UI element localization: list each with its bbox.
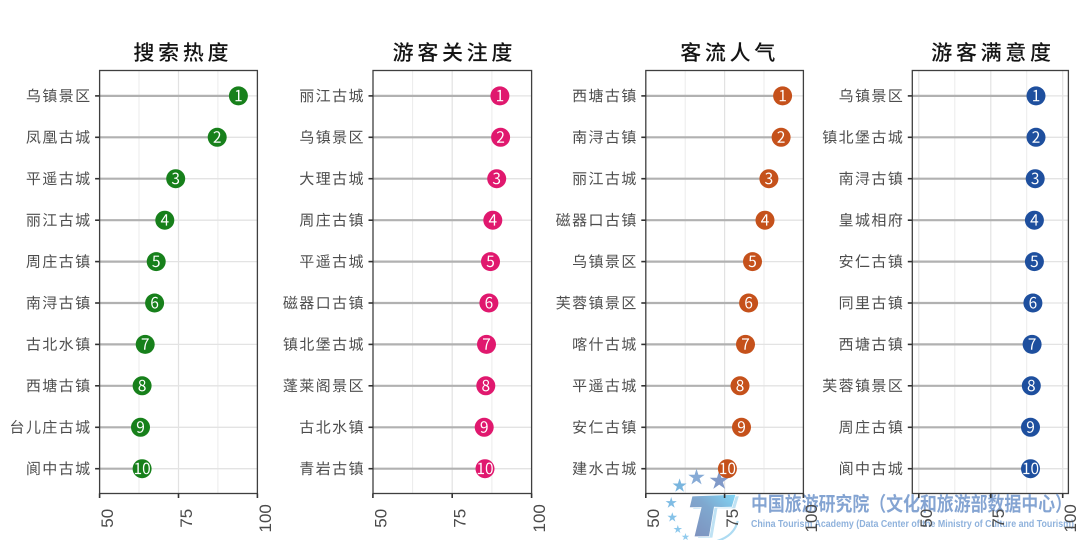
svg-text:100: 100 (802, 504, 821, 532)
svg-text:100: 100 (530, 504, 549, 532)
svg-text:50: 50 (917, 509, 936, 528)
svg-text:75: 75 (451, 509, 470, 528)
svg-text:75: 75 (723, 509, 742, 528)
svg-text:100: 100 (256, 504, 275, 532)
svg-text:100: 100 (1061, 504, 1080, 532)
svg-text:75: 75 (177, 509, 196, 528)
svg-text:China Tourism Academy (Data Ce: China Tourism Academy (Data Center of th… (751, 518, 1074, 530)
svg-text:50: 50 (371, 509, 390, 528)
svg-text:50: 50 (644, 509, 663, 528)
svg-text:75: 75 (989, 509, 1008, 528)
svg-text:50: 50 (98, 509, 117, 528)
